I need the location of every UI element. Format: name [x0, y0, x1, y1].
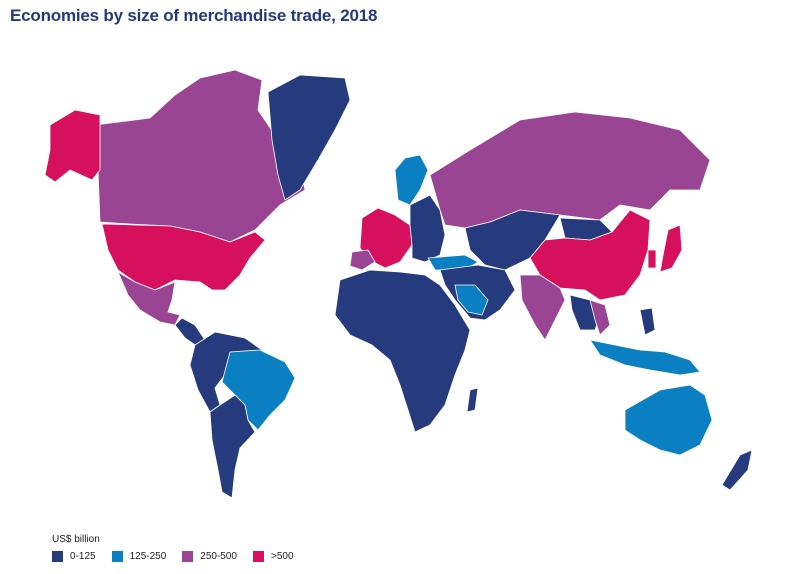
- region-russia: [429, 111, 711, 229]
- region-usa: [101, 223, 266, 291]
- legend-label: 250-500: [200, 551, 237, 562]
- region-saudi-arabia: [454, 284, 489, 316]
- region-africa: [334, 269, 471, 433]
- legend-swatch: [111, 551, 123, 562]
- legend-items: 0-125 125-250 250-500 >500: [52, 551, 310, 562]
- region-madagascar: [466, 387, 479, 413]
- region-korea: [647, 249, 657, 269]
- legend-label: >500: [270, 551, 294, 562]
- region-thailand-vietnam: [589, 299, 611, 336]
- legend-swatch: [182, 551, 194, 562]
- legend-label: 0-125: [70, 551, 96, 562]
- region-australia: [624, 384, 713, 456]
- legend-swatch: [52, 551, 63, 562]
- legend-item-250-500: 250-500: [182, 551, 237, 562]
- legend: US$ billion 0-125 125-250 250-500 >500: [52, 534, 310, 562]
- region-iberia: [349, 249, 376, 271]
- region-mexico: [117, 271, 181, 326]
- legend-title: US$ billion: [52, 534, 100, 545]
- region-philippines: [639, 307, 656, 336]
- legend-swatch: [252, 551, 264, 562]
- region-canada: [94, 69, 306, 243]
- region-scandinavia: [394, 154, 429, 206]
- region-new-zealand: [721, 449, 753, 491]
- legend-item-125-250: 125-250: [111, 551, 167, 562]
- region-indonesia-malaysia: [589, 339, 701, 376]
- region-southern-cone: [209, 394, 256, 499]
- map-title: Economies by size of merchandise trade, …: [10, 6, 378, 25]
- region-alaska: [44, 109, 101, 183]
- region-greenland: [267, 74, 351, 201]
- region-japan: [659, 224, 683, 273]
- legend-label: 125-250: [129, 551, 167, 562]
- region-brazil: [221, 349, 296, 431]
- legend-item-0-125: 0-125: [52, 551, 96, 562]
- region-india: [519, 274, 566, 341]
- legend-item-500-plus: >500: [252, 551, 294, 562]
- world-map: [44, 69, 753, 499]
